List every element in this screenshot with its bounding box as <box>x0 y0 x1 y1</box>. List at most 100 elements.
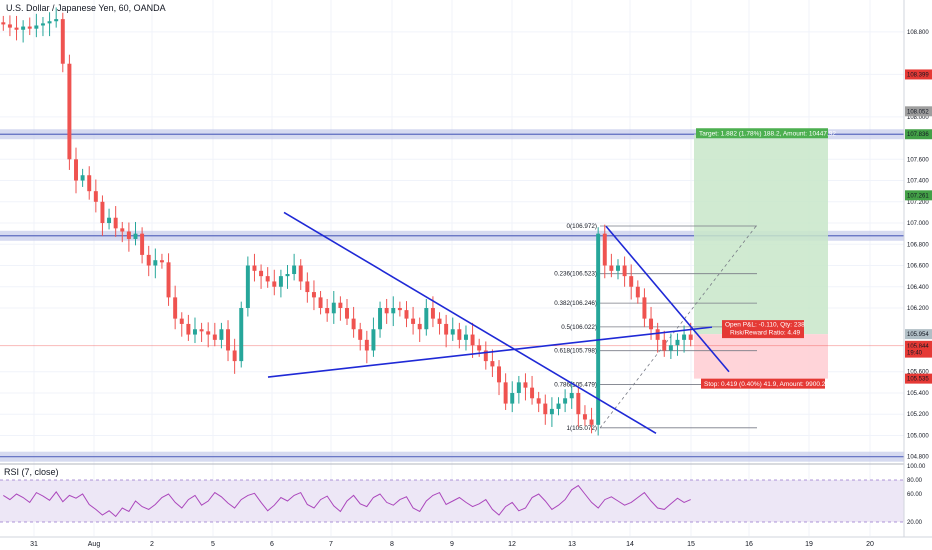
time-axis[interactable]: 31 Aug 2 5 6 7 8 9 12 13 14 15 16 19 20 <box>0 536 932 550</box>
time-axis-bg <box>0 537 932 550</box>
price-tag-bg <box>905 190 932 201</box>
position-labels: Target: 1.882 (1.78%) 188.2, Amount: 104… <box>696 128 836 389</box>
candle-body <box>298 265 303 282</box>
candle-body <box>74 159 78 181</box>
time-tick-label: 19 <box>805 541 813 548</box>
fib-level-label: 0.236(106.523) <box>554 271 597 278</box>
candle-body <box>391 308 396 314</box>
candle-body <box>259 270 264 277</box>
time-tick-label: Aug <box>88 541 101 548</box>
candle-body <box>146 254 151 266</box>
candle-body <box>497 366 502 383</box>
target-label: Target: 1.882 (1.78%) 188.2, Amount: 104… <box>699 131 836 138</box>
chart-title: U.S. Dollar / Japanese Yen, 60, OANDA <box>6 3 166 13</box>
candle-body <box>272 281 277 287</box>
price-tag-bg <box>905 106 932 117</box>
candle-body <box>318 297 323 308</box>
candle-body <box>21 26 26 30</box>
price-tag-bg <box>905 129 932 140</box>
candle-body <box>477 345 482 351</box>
candle-body <box>14 27 19 30</box>
candle-body <box>245 265 250 308</box>
rr-label: Risk/Reward Ratio: 4.49 <box>730 330 800 337</box>
rsi-tick-label: 80.00 <box>907 478 923 484</box>
price-tag-bg <box>905 373 932 384</box>
candle-body <box>331 302 336 314</box>
trendline <box>283 211 657 435</box>
candle-body <box>265 276 270 282</box>
candle-body <box>424 308 429 330</box>
time-tick-label: 12 <box>508 541 516 548</box>
price-tick-label: 107.600 <box>907 157 929 163</box>
candle-body <box>582 414 587 420</box>
time-tick-label: 15 <box>687 541 695 548</box>
fib-level-label: 0.5(106.022) <box>561 324 597 331</box>
candle-body <box>516 382 521 393</box>
price-tag-bg <box>905 347 932 358</box>
candle-body <box>662 339 667 351</box>
candle-body <box>120 228 125 232</box>
candle-body <box>285 274 290 277</box>
candle-body <box>60 19 65 64</box>
time-tick-label: 2 <box>150 541 154 548</box>
price-tick-label: 106.400 <box>907 285 929 291</box>
candle-body <box>523 382 528 388</box>
candle-body <box>140 233 145 255</box>
price-tag-bg <box>905 340 932 351</box>
price-tag-label: 107.836 <box>907 132 929 138</box>
candle-body <box>417 323 422 330</box>
candle-body <box>153 260 158 266</box>
stop-label: Stop: 0.419 (0.40%) 41.9, Amount: 9900.2… <box>704 381 829 388</box>
candle-body <box>34 25 39 29</box>
candle-body <box>67 63 72 160</box>
candle-body <box>470 334 475 346</box>
price-tick-label: 108.000 <box>907 115 929 121</box>
candle-body <box>371 329 376 351</box>
price-tag-label: 105.535 <box>907 377 929 383</box>
price-axis[interactable]: 108.800108.400108.000107.600107.400107.2… <box>903 0 932 550</box>
candle-body <box>444 323 449 335</box>
candle-body <box>655 329 660 340</box>
candle-body <box>305 281 310 293</box>
candle-body <box>576 392 581 415</box>
rsi-line <box>3 484 691 518</box>
candle-body <box>100 201 105 224</box>
time-tick-label: 5 <box>211 541 215 548</box>
price-tick-label: 107.000 <box>907 221 929 227</box>
candle-body <box>450 329 455 335</box>
long-position-tool[interactable] <box>0 134 904 429</box>
candle-body <box>206 331 211 335</box>
candle-body <box>503 382 508 404</box>
candle-body <box>364 339 369 351</box>
candle-body <box>27 26 32 29</box>
trendlines[interactable] <box>267 211 730 435</box>
fib-level-label: 1(105.072) <box>567 425 597 432</box>
time-tick-label: 20 <box>866 541 874 548</box>
price-tag-label: 105.954 <box>907 332 929 338</box>
pnl-box <box>722 320 804 339</box>
price-tick-label: 106.800 <box>907 242 929 248</box>
candle-body <box>563 398 568 404</box>
candle-body <box>668 345 673 351</box>
candle-body <box>54 19 59 22</box>
candle-body <box>616 265 620 271</box>
candle-body <box>351 318 356 330</box>
fib-level-label: 0(106.972) <box>567 223 597 230</box>
price-tick-label: 104.800 <box>907 455 929 461</box>
stop-zone <box>694 334 828 379</box>
fib-level-label: 0.618(105.798) <box>554 348 597 355</box>
candle-body <box>510 392 515 404</box>
candle-body <box>629 276 634 287</box>
candle-body <box>345 308 349 319</box>
price-tag-label: 19:40 <box>907 351 923 357</box>
candle-body <box>338 302 343 308</box>
candle-body <box>404 310 409 319</box>
candle-body <box>219 329 224 340</box>
candle-body <box>358 329 363 340</box>
candle-body <box>1 22 6 25</box>
price-tick-label: 106.200 <box>907 306 929 312</box>
price-tick-label: 107.200 <box>907 200 929 206</box>
candle-body <box>113 217 118 229</box>
price-tag-bg <box>905 329 932 340</box>
